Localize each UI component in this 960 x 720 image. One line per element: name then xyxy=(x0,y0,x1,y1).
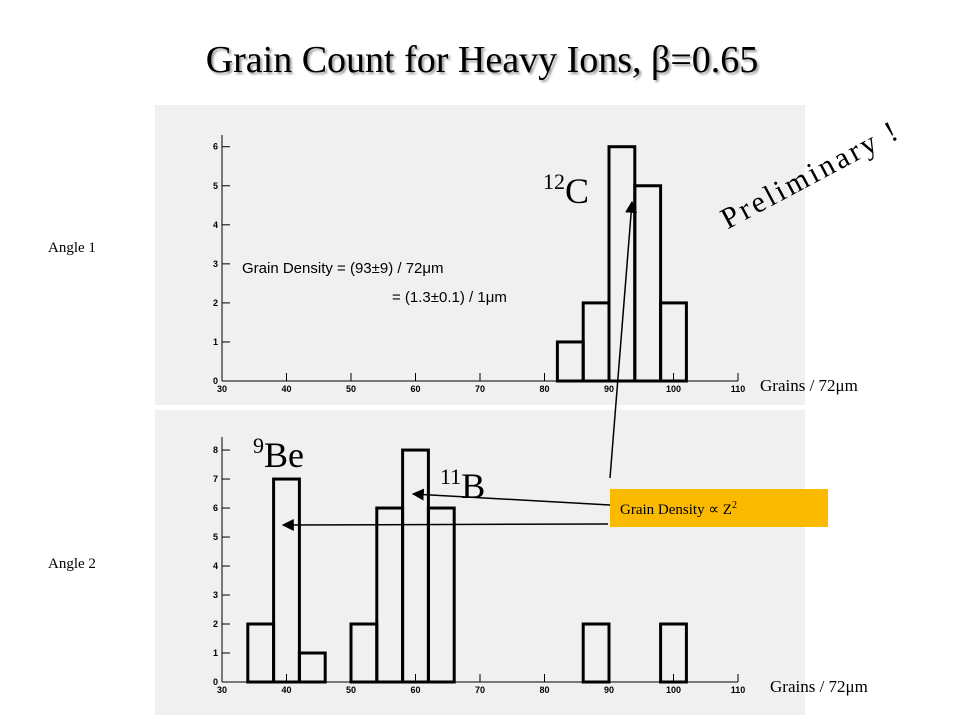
y-tick-label: 1 xyxy=(213,648,218,658)
y-tick-label: 3 xyxy=(213,590,218,600)
mass-number: 11 xyxy=(440,464,461,489)
note-text: Grain Density ∝ Z2 xyxy=(620,500,737,518)
x-tick-label: 110 xyxy=(731,384,746,394)
x-tick-label: 70 xyxy=(475,685,485,695)
isotope-label: 11B xyxy=(440,464,485,506)
x-tick-label: 60 xyxy=(410,384,420,394)
mass-number: 12 xyxy=(543,169,565,194)
x-axis-label: Grains / 72μm xyxy=(760,376,858,395)
x-tick-label: 30 xyxy=(217,384,227,394)
x-axis-label: Grains / 72μm xyxy=(770,677,868,696)
y-tick-label: 0 xyxy=(213,677,218,687)
isotope-label: 9Be xyxy=(253,433,304,475)
y-tick-label: 3 xyxy=(213,259,218,269)
y-tick-label: 2 xyxy=(213,298,218,308)
note-power: 2 xyxy=(732,500,737,511)
y-tick-label: 5 xyxy=(213,532,218,542)
arrow xyxy=(281,518,609,531)
density-text: Grain Density = (93±9) / 72μm xyxy=(242,260,444,277)
mass-number: 9 xyxy=(253,433,264,458)
element: C xyxy=(565,171,589,211)
x-tick-label: 100 xyxy=(666,384,681,394)
y-tick-label: 4 xyxy=(213,220,218,230)
x-tick-label: 70 xyxy=(475,384,485,394)
density-text: = (1.3±0.1) / 1μm xyxy=(392,289,507,306)
x-tick-label: 90 xyxy=(604,384,614,394)
y-tick-label: 4 xyxy=(213,561,218,571)
panel xyxy=(155,105,805,405)
y-tick-label: 7 xyxy=(213,474,218,484)
x-tick-label: 100 xyxy=(666,685,681,695)
x-tick-label: 40 xyxy=(281,384,291,394)
y-tick-label: 2 xyxy=(213,619,218,629)
y-tick-label: 0 xyxy=(213,376,218,386)
element: B xyxy=(461,466,485,506)
x-tick-label: 40 xyxy=(281,685,291,695)
y-tick-label: 8 xyxy=(213,445,218,455)
element: Be xyxy=(264,435,304,475)
x-tick-label: 110 xyxy=(731,685,746,695)
y-tick-label: 5 xyxy=(213,181,218,191)
y-tick-label: 6 xyxy=(213,503,218,513)
arrow xyxy=(411,488,611,506)
isotope-label: 12C xyxy=(543,169,589,211)
x-tick-label: 50 xyxy=(346,685,356,695)
y-tick-label: 6 xyxy=(213,142,218,152)
x-tick-label: 80 xyxy=(539,685,549,695)
slide-title: Grain Count for Heavy Ions, β=0.65 xyxy=(206,39,759,81)
panel xyxy=(155,410,805,715)
x-tick-label: 50 xyxy=(346,384,356,394)
note-box xyxy=(610,489,828,527)
note: Grain Density ∝ Z xyxy=(620,502,732,518)
x-tick-label: 30 xyxy=(217,685,227,695)
panel-label: Angle 2 xyxy=(48,556,96,572)
arrow xyxy=(609,200,638,479)
x-tick-label: 90 xyxy=(604,685,614,695)
y-tick-label: 1 xyxy=(213,337,218,347)
x-tick-label: 60 xyxy=(410,685,420,695)
x-tick-label: 80 xyxy=(539,384,549,394)
panel-label: Angle 1 xyxy=(48,240,96,256)
